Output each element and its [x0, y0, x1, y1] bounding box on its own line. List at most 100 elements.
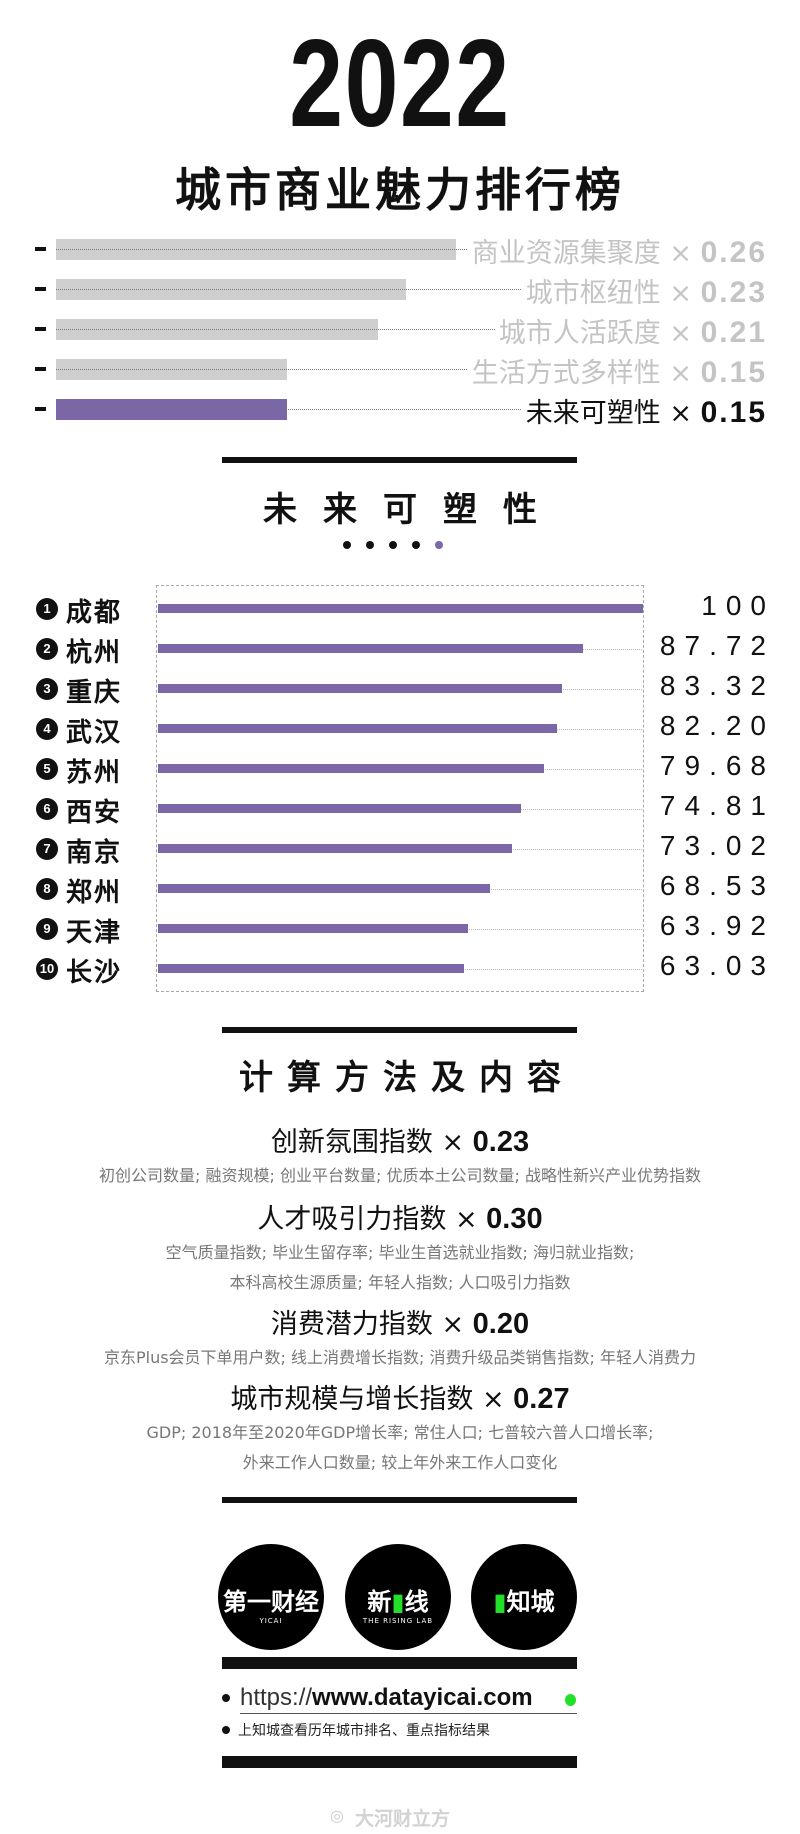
method-title: 城市规模与增长指数 × 0.27	[230, 1383, 570, 1415]
score-value: 73.02	[659, 830, 775, 861]
method-detail: 外来工作人口数量; 较上年外来工作人口变化	[242, 1453, 558, 1472]
weight-row: 商业资源集聚度 × 0.26	[35, 231, 767, 270]
dot	[389, 541, 397, 549]
rank-badge: 3	[36, 678, 58, 700]
weight-row: 生活方式多样性 × 0.15	[35, 351, 767, 390]
rank-badge: 6	[36, 798, 58, 820]
dot	[366, 541, 374, 549]
dotted-leader	[56, 249, 537, 250]
score-value: 68.53	[659, 870, 775, 901]
weight-label: 城市人活跃度 × 0.21	[494, 311, 767, 350]
url-link[interactable]: https://www.datayicai.com	[240, 1684, 533, 1711]
ranking-row: 5 苏州 79.68	[0, 750, 800, 790]
ranking-row: 4 武汉 82.20	[0, 710, 800, 750]
ranking-row: 7 南京 73.02	[0, 830, 800, 870]
rank-badge: 5	[36, 758, 58, 780]
footer-note: 上知城查看历年城市排名、重点指标结果	[238, 1723, 490, 1739]
score-bar	[158, 964, 464, 973]
section-divider	[222, 1497, 577, 1503]
score-bar	[158, 644, 584, 653]
method-title: 创新氛围指数 × 0.23	[270, 1126, 530, 1158]
city-name: 天津	[66, 918, 123, 948]
score-bar	[158, 884, 491, 893]
dotted-leader	[56, 369, 537, 370]
dotted-leader	[56, 289, 537, 290]
section-divider	[222, 1027, 577, 1033]
score-value: 63.92	[659, 910, 775, 941]
score-value: 63.03	[659, 950, 775, 981]
dotted-leader	[56, 329, 537, 330]
bullet-icon	[222, 1694, 230, 1702]
dash-icon	[35, 407, 46, 411]
bullet-icon	[222, 1726, 230, 1734]
score-value: 74.81	[659, 790, 775, 821]
dash-icon	[35, 327, 46, 331]
section-title-method: 计算方法及内容	[239, 1058, 575, 1098]
logo-zhicheng: ▮知城	[471, 1544, 577, 1650]
city-name: 杭州	[66, 638, 123, 668]
weight-row: 城市枢纽性 × 0.23	[35, 271, 767, 310]
method-title: 消费潜力指数 × 0.20	[270, 1308, 530, 1340]
method-detail: 空气质量指数; 毕业生留存率; 毕业生首选就业指数; 海归就业指数;	[165, 1243, 635, 1262]
city-name: 成都	[66, 598, 123, 628]
section-title-future: 未来可塑性	[263, 490, 563, 530]
method-detail: 京东Plus会员下单用户数; 线上消费增长指数; 消费升级品类销售指数; 年轻人…	[103, 1348, 696, 1367]
score-value: 100	[701, 590, 775, 621]
ranking-row: 10 长沙 63.03	[0, 950, 800, 990]
weight-label: 城市枢纽性 × 0.23	[521, 271, 767, 310]
score-value: 82.20	[659, 710, 775, 741]
ranking-row: 9 天津 63.92	[0, 910, 800, 950]
ranking-row: 2 杭州 87.72	[0, 630, 800, 670]
ranking-row: 8 郑州 68.53	[0, 870, 800, 910]
score-bar	[158, 844, 513, 853]
method-detail: GDP; 2018年至2020年GDP增长率; 常住人口; 七普较六普人口增长率…	[146, 1423, 654, 1442]
rank-badge: 1	[36, 598, 58, 620]
rank-badge: 2	[36, 638, 58, 660]
ranking-row: 3 重庆 83.32	[0, 670, 800, 710]
method-title: 人才吸引力指数 × 0.30	[257, 1203, 543, 1235]
city-name: 长沙	[66, 958, 123, 988]
ranking-row: 6 西安 74.81	[0, 790, 800, 830]
weight-row: 城市人活跃度 × 0.21	[35, 311, 767, 350]
green-dot-icon	[565, 1694, 576, 1706]
dot	[343, 541, 351, 549]
logo-yicai: 第一财经 YICAI	[218, 1544, 324, 1650]
ranking-box	[156, 585, 644, 992]
ranking-row: 1 成都 100	[0, 590, 800, 630]
rank-badge: 9	[36, 918, 58, 940]
logo-rising-lab: 新▮线 THE RISING LAB	[345, 1544, 451, 1650]
weibo-icon: ◎	[330, 1806, 344, 1825]
city-name: 苏州	[66, 758, 123, 788]
section-divider	[222, 1657, 577, 1669]
weight-row: 未来可塑性 × 0.15	[35, 391, 767, 430]
rank-badge: 7	[36, 838, 58, 860]
weight-label: 未来可塑性 × 0.15	[521, 391, 767, 430]
weight-label: 商业资源集聚度 × 0.26	[467, 231, 767, 270]
rank-badge: 10	[36, 958, 58, 980]
city-name: 武汉	[66, 718, 123, 748]
dot	[412, 541, 420, 549]
weight-label: 生活方式多样性 × 0.15	[467, 351, 767, 390]
section-divider	[222, 1756, 577, 1768]
city-name: 南京	[66, 838, 123, 868]
rank-badge: 8	[36, 878, 58, 900]
score-bar	[158, 924, 468, 933]
score-bar	[158, 804, 521, 813]
score-bar	[158, 684, 563, 693]
dash-icon	[35, 247, 46, 251]
dash-icon	[35, 287, 46, 291]
city-name: 重庆	[66, 678, 123, 708]
score-value: 87.72	[659, 630, 775, 661]
method-detail: 初创公司数量; 融资规模; 创业平台数量; 优质本土公司数量; 战略性新兴产业优…	[99, 1166, 701, 1185]
score-value: 83.32	[659, 670, 775, 701]
score-value: 79.68	[659, 750, 775, 781]
method-detail: 本科高校生源质量; 年轻人指数; 人口吸引力指数	[229, 1273, 571, 1292]
dash-icon	[35, 367, 46, 371]
score-bar	[158, 764, 545, 773]
city-name: 西安	[66, 798, 123, 828]
year-title: 2022	[289, 15, 511, 153]
section-divider	[222, 457, 577, 463]
city-name: 郑州	[66, 878, 123, 908]
watermark: 大河财立方	[355, 1808, 451, 1830]
dot-active	[435, 541, 443, 549]
